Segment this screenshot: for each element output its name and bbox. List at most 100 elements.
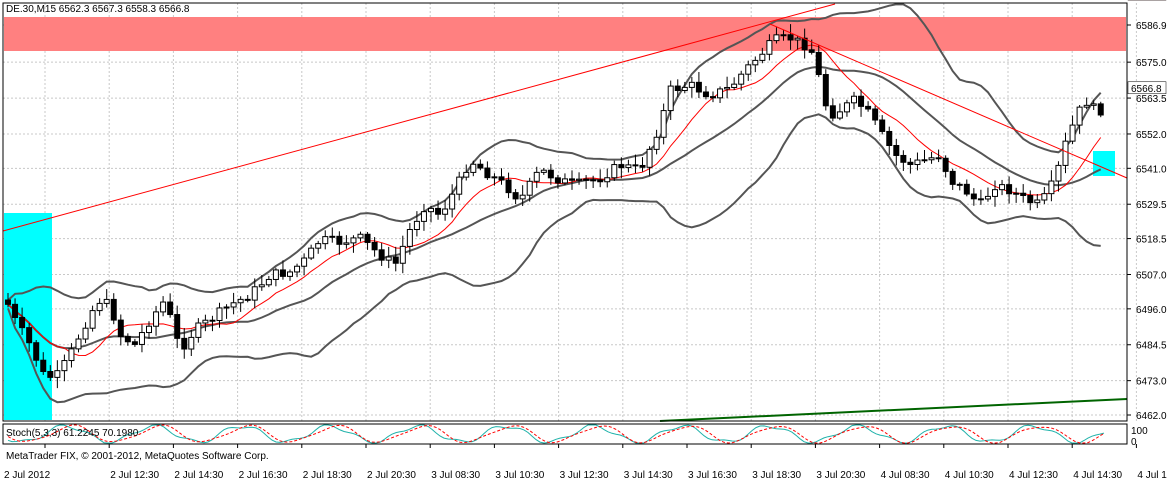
bull-candle xyxy=(746,65,751,74)
bear-candle xyxy=(978,199,983,200)
time-tick-label: 3 Jul 12:30 xyxy=(560,470,609,481)
bull-candle xyxy=(753,60,758,64)
bull-candle xyxy=(1091,104,1096,105)
bear-candle xyxy=(830,106,835,118)
bull-candle xyxy=(83,328,88,339)
time-tick-label: 4 Jul 12:30 xyxy=(1009,470,1058,481)
bull-candle xyxy=(647,149,652,167)
bear-candle xyxy=(964,184,969,194)
bull-candle xyxy=(203,320,208,323)
bull-candle xyxy=(527,181,532,195)
bull-candle xyxy=(732,84,737,87)
bull-candle xyxy=(668,86,673,111)
bear-candle xyxy=(27,328,32,343)
bear-candle xyxy=(943,158,948,171)
bull-candle xyxy=(76,339,81,349)
time-tick-label: 4 Jul 10:30 xyxy=(945,470,994,481)
bear-candle xyxy=(485,168,490,178)
bear-candle xyxy=(280,270,285,276)
price-tick-label: 6586.9 xyxy=(1136,21,1167,32)
bear-candle xyxy=(175,315,180,339)
bear-candle xyxy=(478,164,483,168)
bear-candle xyxy=(365,234,370,242)
bear-candle xyxy=(823,75,828,106)
bear-candle xyxy=(866,106,871,109)
bull-candle xyxy=(520,195,525,199)
bear-candle xyxy=(859,96,864,106)
bear-candle xyxy=(6,300,11,304)
bear-candle xyxy=(393,257,398,263)
bull-candle xyxy=(1000,185,1005,190)
bear-candle xyxy=(337,236,342,244)
bull-candle xyxy=(330,236,335,237)
bear-candle xyxy=(570,179,575,180)
bull-candle xyxy=(626,165,631,168)
time-tick-label: 3 Jul 14:30 xyxy=(624,470,673,481)
time-tick-label: 2 Jul 14:30 xyxy=(174,470,223,481)
bull-candle xyxy=(429,208,434,211)
bull-candle xyxy=(1049,181,1054,194)
bull-candle xyxy=(915,160,920,164)
bull-candle xyxy=(323,237,328,244)
price-tick-label: 6496.0 xyxy=(1136,305,1167,316)
bull-candle xyxy=(837,112,842,118)
bull-candle xyxy=(534,172,539,181)
bull-candle xyxy=(295,266,300,272)
bull-candle xyxy=(421,212,426,222)
bear-candle xyxy=(788,35,793,40)
bull-candle xyxy=(492,177,497,178)
bull-candle xyxy=(725,87,730,88)
time-tick-label: 2 Jul 12:30 xyxy=(110,470,159,481)
bull-candle xyxy=(154,312,159,326)
bull-candle xyxy=(767,41,772,55)
bull-candle xyxy=(224,307,229,308)
bear-candle xyxy=(696,82,701,92)
bull-candle xyxy=(844,103,849,112)
bear-candle xyxy=(619,165,624,168)
bear-candle xyxy=(816,52,821,74)
bull-candle xyxy=(147,326,152,332)
bull-candle xyxy=(1084,105,1089,107)
bull-candle xyxy=(196,323,201,337)
bear-candle xyxy=(48,372,53,378)
bear-candle xyxy=(118,320,123,336)
bull-candle xyxy=(957,184,962,185)
bull-candle xyxy=(929,158,934,160)
current-price-tag-label: 6566.8 xyxy=(1131,84,1162,95)
bull-candle xyxy=(400,246,405,263)
bull-candle xyxy=(351,238,356,243)
bull-candle xyxy=(1014,193,1019,194)
bear-candle xyxy=(245,299,250,300)
bull-candle xyxy=(407,230,412,247)
indicator-label: Stoch(5,3,3) 61.2245 70.1980 xyxy=(6,428,138,439)
symbol-header: DE.30,M15 6562.3 6567.3 6558.3 6566.8 xyxy=(6,4,189,15)
time-tick-label: 3 Jul 18:30 xyxy=(752,470,801,481)
bull-candle xyxy=(1056,165,1061,181)
bear-candle xyxy=(499,177,504,180)
stoch-scale-top: 100 xyxy=(1131,426,1148,437)
bear-candle xyxy=(894,146,899,156)
bull-candle xyxy=(55,371,60,378)
price-tick-label: 6552.0 xyxy=(1136,130,1167,141)
price-tick-label: 6484.5 xyxy=(1136,341,1167,352)
bull-candle xyxy=(309,248,314,258)
time-tick-label: 4 Jul 14:30 xyxy=(1073,470,1122,481)
bull-candle xyxy=(273,270,278,280)
resistance-zone xyxy=(4,17,1126,51)
bull-candle xyxy=(471,164,476,172)
bull-candle xyxy=(562,179,567,183)
bear-candle xyxy=(132,342,137,345)
bull-candle xyxy=(577,179,582,180)
bull-candle xyxy=(1077,107,1082,125)
copyright-text: MetaTrader FIX, © 2001-2012, MetaQuotes … xyxy=(6,451,269,462)
bear-candle xyxy=(372,242,377,249)
bull-candle xyxy=(682,87,687,90)
bear-candle xyxy=(703,92,708,97)
bull-candle xyxy=(217,308,222,321)
bear-candle xyxy=(901,155,906,162)
bear-candle xyxy=(555,178,560,183)
bear-candle xyxy=(1007,185,1012,194)
bear-candle xyxy=(1028,196,1033,203)
